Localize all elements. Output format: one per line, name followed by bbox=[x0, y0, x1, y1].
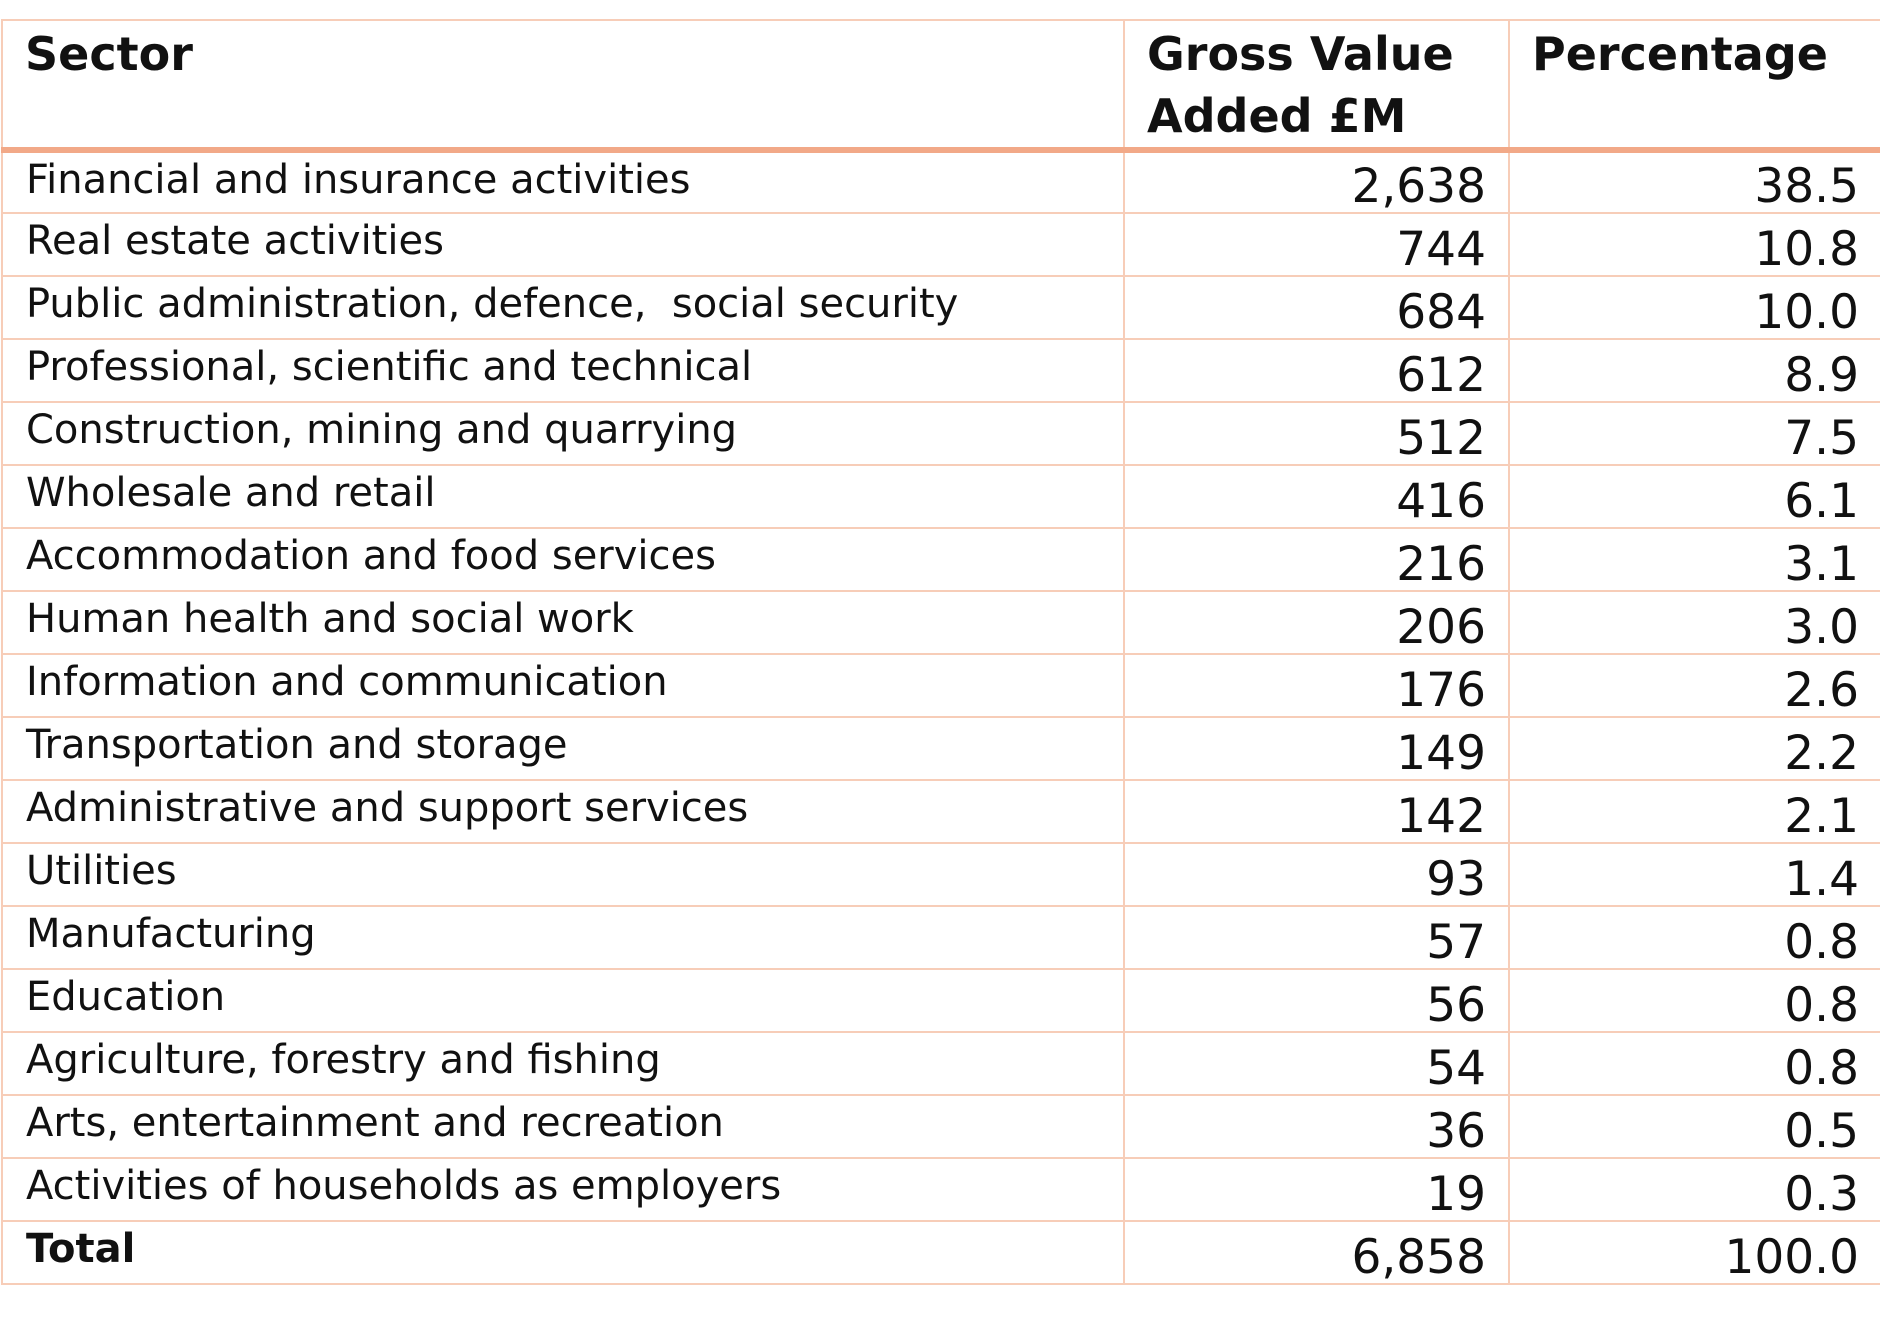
sector-cell: Activities of households as employers bbox=[1, 1157, 1125, 1222]
percentage-cell: 3.1 bbox=[1508, 527, 1880, 592]
table-row: Education 56 0.8 bbox=[1, 968, 1880, 1033]
sector-cell: Arts, entertainment and recreation bbox=[1, 1094, 1125, 1159]
table-row: Manufacturing 57 0.8 bbox=[1, 905, 1880, 970]
percentage-cell: 0.5 bbox=[1508, 1094, 1880, 1159]
percentage-cell: 6.1 bbox=[1508, 464, 1880, 529]
table-row: Public administration, defence, social s… bbox=[1, 275, 1880, 340]
gva-cell: 2,638 bbox=[1123, 149, 1510, 214]
table-row: Real estate activities 744 10.8 bbox=[1, 212, 1880, 277]
percentage-cell: 10.0 bbox=[1508, 275, 1880, 340]
table-row: Administrative and support services 142 … bbox=[1, 779, 1880, 844]
percentage-cell: 38.5 bbox=[1508, 149, 1880, 214]
table-row: Construction, mining and quarrying 512 7… bbox=[1, 401, 1880, 466]
percentage-cell: 3.0 bbox=[1508, 590, 1880, 655]
gva-cell: 216 bbox=[1123, 527, 1510, 592]
table-row: Utilities 93 1.4 bbox=[1, 842, 1880, 907]
gva-cell: 744 bbox=[1123, 212, 1510, 277]
header-sector: Sector bbox=[1, 19, 1125, 153]
total-label: Total bbox=[1, 1220, 1125, 1285]
gva-cell: 612 bbox=[1123, 338, 1510, 403]
gva-cell: 142 bbox=[1123, 779, 1510, 844]
table-row: Financial and insurance activities 2,638… bbox=[1, 149, 1880, 214]
percentage-cell: 8.9 bbox=[1508, 338, 1880, 403]
table-row: Accommodation and food services 216 3.1 bbox=[1, 527, 1880, 592]
percentage-cell: 0.8 bbox=[1508, 1031, 1880, 1096]
sector-cell: Real estate activities bbox=[1, 212, 1125, 277]
sector-cell: Manufacturing bbox=[1, 905, 1125, 970]
header-gva: Gross Value Added £M bbox=[1123, 19, 1510, 153]
gva-by-sector-table: Sector Gross Value Added £M Percentage F… bbox=[1, 19, 1880, 1285]
total-gva: 6,858 bbox=[1123, 1220, 1510, 1285]
table-row: Arts, entertainment and recreation 36 0.… bbox=[1, 1094, 1880, 1159]
header-row: Sector Gross Value Added £M Percentage bbox=[1, 19, 1880, 153]
sector-cell: Education bbox=[1, 968, 1125, 1033]
total-row: Total 6,858 100.0 bbox=[1, 1220, 1880, 1285]
total-percentage: 100.0 bbox=[1508, 1220, 1880, 1285]
sector-cell: Agriculture, forestry and fishing bbox=[1, 1031, 1125, 1096]
percentage-cell: 1.4 bbox=[1508, 842, 1880, 907]
gva-cell: 416 bbox=[1123, 464, 1510, 529]
percentage-cell: 0.3 bbox=[1508, 1157, 1880, 1222]
table-row: Agriculture, forestry and fishing 54 0.8 bbox=[1, 1031, 1880, 1096]
percentage-cell: 2.2 bbox=[1508, 716, 1880, 781]
gva-cell: 57 bbox=[1123, 905, 1510, 970]
percentage-cell: 10.8 bbox=[1508, 212, 1880, 277]
sector-cell: Utilities bbox=[1, 842, 1125, 907]
gva-cell: 36 bbox=[1123, 1094, 1510, 1159]
table-body: Financial and insurance activities 2,638… bbox=[1, 149, 1880, 1285]
table-row: Professional, scientific and technical 6… bbox=[1, 338, 1880, 403]
percentage-cell: 7.5 bbox=[1508, 401, 1880, 466]
percentage-cell: 2.6 bbox=[1508, 653, 1880, 718]
gva-cell: 512 bbox=[1123, 401, 1510, 466]
table-row: Wholesale and retail 416 6.1 bbox=[1, 464, 1880, 529]
header-percentage: Percentage bbox=[1508, 19, 1880, 153]
table-row: Activities of households as employers 19… bbox=[1, 1157, 1880, 1222]
gva-cell: 206 bbox=[1123, 590, 1510, 655]
gva-cell: 684 bbox=[1123, 275, 1510, 340]
gva-cell: 54 bbox=[1123, 1031, 1510, 1096]
sector-cell: Professional, scientific and technical bbox=[1, 338, 1125, 403]
sector-cell: Public administration, defence, social s… bbox=[1, 275, 1125, 340]
sector-cell: Information and communication bbox=[1, 653, 1125, 718]
sector-cell: Construction, mining and quarrying bbox=[1, 401, 1125, 466]
gva-cell: 93 bbox=[1123, 842, 1510, 907]
sector-cell: Accommodation and food services bbox=[1, 527, 1125, 592]
percentage-cell: 2.1 bbox=[1508, 779, 1880, 844]
table-row: Transportation and storage 149 2.2 bbox=[1, 716, 1880, 781]
gva-cell: 149 bbox=[1123, 716, 1510, 781]
sector-cell: Human health and social work bbox=[1, 590, 1125, 655]
gva-cell: 19 bbox=[1123, 1157, 1510, 1222]
percentage-cell: 0.8 bbox=[1508, 968, 1880, 1033]
table-row: Information and communication 176 2.6 bbox=[1, 653, 1880, 718]
gva-cell: 176 bbox=[1123, 653, 1510, 718]
sector-cell: Financial and insurance activities bbox=[1, 149, 1125, 214]
percentage-cell: 0.8 bbox=[1508, 905, 1880, 970]
table-row: Human health and social work 206 3.0 bbox=[1, 590, 1880, 655]
sector-cell: Wholesale and retail bbox=[1, 464, 1125, 529]
gva-cell: 56 bbox=[1123, 968, 1510, 1033]
sector-cell: Transportation and storage bbox=[1, 716, 1125, 781]
sector-cell: Administrative and support services bbox=[1, 779, 1125, 844]
